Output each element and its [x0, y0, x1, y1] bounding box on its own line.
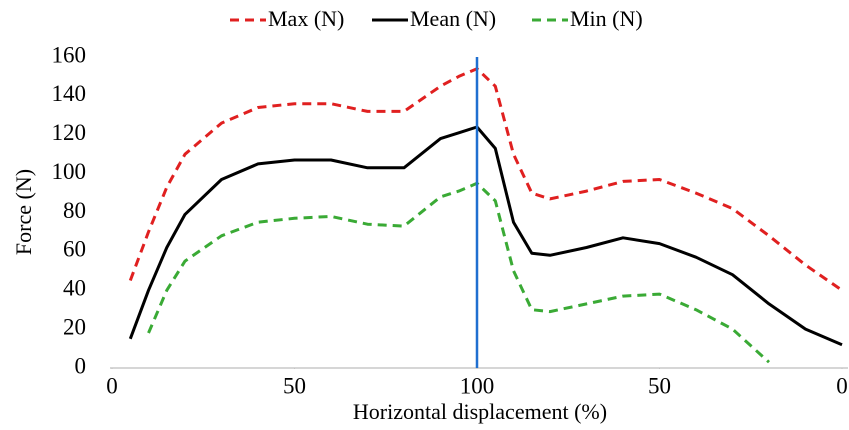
x-tick-label: 50 — [283, 373, 306, 398]
y-tick-label: 0 — [75, 353, 87, 378]
y-tick-label: 120 — [52, 120, 87, 145]
legend-label: Mean (N) — [410, 6, 496, 31]
y-tick-label: 100 — [52, 159, 87, 184]
legend-label: Max (N) — [268, 6, 344, 31]
y-tick-label: 160 — [52, 42, 87, 67]
x-tick-label: 0 — [836, 373, 848, 398]
x-axis-label: Horizontal displacement (%) — [353, 399, 607, 424]
legend-label: Min (N) — [570, 6, 643, 31]
y-tick-label: 60 — [63, 237, 86, 262]
series-line — [128, 67, 843, 292]
series-line — [147, 181, 771, 364]
x-tick-label: 50 — [648, 373, 671, 398]
y-tick-label: 140 — [52, 81, 87, 106]
y-tick-label: 20 — [63, 314, 86, 339]
y-tick-label: 80 — [63, 198, 86, 223]
y-axis-label: Force (N) — [11, 169, 36, 255]
series-line — [128, 125, 843, 347]
x-tick-label: 100 — [460, 373, 495, 398]
y-tick-label: 40 — [63, 276, 86, 301]
x-tick-label: 0 — [106, 373, 118, 398]
